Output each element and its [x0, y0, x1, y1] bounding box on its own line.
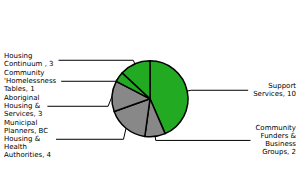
svg-text:Authorities, 4: Authorities, 4	[4, 151, 52, 159]
svg-text:Continuum , 3: Continuum , 3	[4, 60, 54, 68]
svg-text:Housing &: Housing &	[4, 135, 41, 143]
svg-text:Municipal: Municipal	[4, 119, 37, 127]
svg-text:Funders &: Funders &	[261, 132, 297, 140]
svg-text:Aboriginal: Aboriginal	[4, 94, 39, 102]
svg-text:Community: Community	[4, 69, 45, 77]
svg-text:Business: Business	[265, 140, 296, 148]
svg-text:Health: Health	[4, 143, 27, 151]
svg-text:Groups, 2: Groups, 2	[262, 148, 296, 156]
svg-text:Support: Support	[268, 82, 296, 90]
svg-text:Services, 3: Services, 3	[4, 110, 42, 118]
svg-text:'Homelessness: 'Homelessness	[4, 77, 57, 85]
svg-text:Tables, 1: Tables, 1	[3, 85, 35, 93]
svg-text:Housing: Housing	[4, 52, 32, 60]
svg-text:Services, 10: Services, 10	[253, 90, 296, 98]
svg-text:Housing &: Housing &	[4, 102, 41, 110]
svg-text:Planners, BC: Planners, BC	[4, 127, 48, 135]
svg-text:Community: Community	[255, 124, 296, 132]
